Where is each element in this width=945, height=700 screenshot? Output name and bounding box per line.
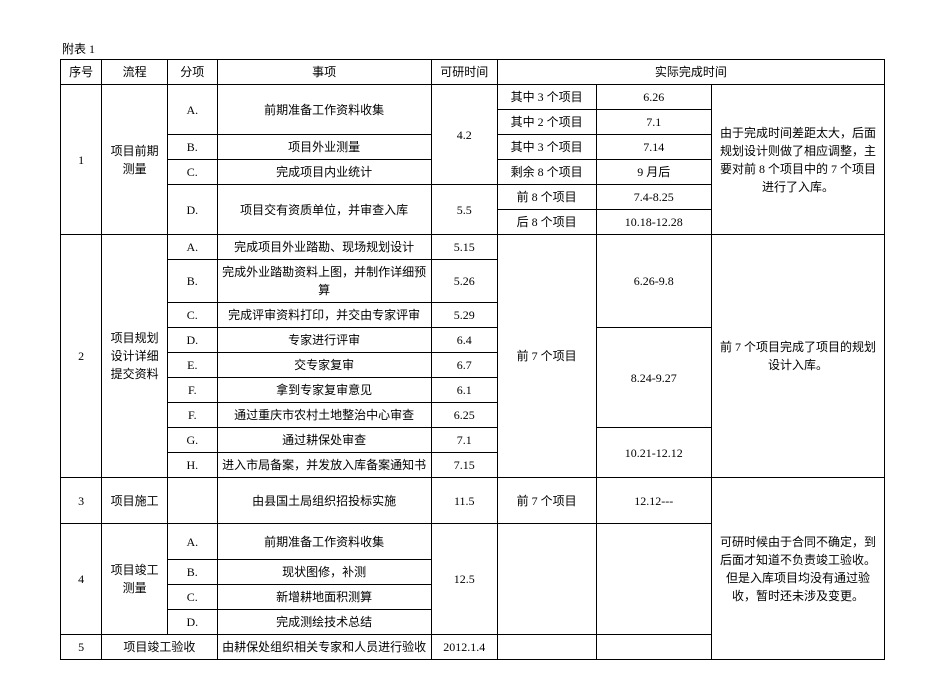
item-cell: 完成测绘技术总结 (217, 610, 431, 635)
plan-cell: 5.26 (431, 260, 497, 303)
group-cell: 前 7 个项目 (497, 235, 596, 478)
table-header-row: 序号 流程 分项 事项 可研时间 实际完成时间 (61, 60, 885, 85)
date-cell (596, 635, 711, 660)
process-cell: 项目施工 (102, 478, 168, 524)
th-actual: 实际完成时间 (497, 60, 884, 85)
item-cell: 前期准备工作资料收集 (217, 524, 431, 560)
note-cell: 前 7 个项目完成了项目的规划设计入库。 (711, 235, 884, 478)
sub-cell: D. (168, 610, 217, 635)
plan-cell: 7.15 (431, 453, 497, 478)
table-row: 2 项目规划设计详细提交资料 A. 完成项目外业踏勘、现场规划设计 5.15 前… (61, 235, 885, 260)
group-cell: 其中 2 个项目 (497, 110, 596, 135)
schedule-table: 序号 流程 分项 事项 可研时间 实际完成时间 1 项目前期测量 A. 前期准备… (60, 59, 885, 660)
group-cell: 后 8 个项目 (497, 210, 596, 235)
sub-cell: E. (168, 353, 217, 378)
sub-cell (168, 478, 217, 524)
item-cell: 完成评审资料打印，并交由专家评审 (217, 303, 431, 328)
plan-cell: 11.5 (431, 478, 497, 524)
plan-cell: 5.15 (431, 235, 497, 260)
date-cell (596, 524, 711, 635)
th-process: 流程 (102, 60, 168, 85)
date-cell: 7.1 (596, 110, 711, 135)
date-cell: 7.14 (596, 135, 711, 160)
sub-cell: A. (168, 524, 217, 560)
item-cell: 现状图修，补测 (217, 560, 431, 585)
group-cell: 前 7 个项目 (497, 478, 596, 524)
item-cell: 通过重庆市农村土地整治中心审查 (217, 403, 431, 428)
plan-cell: 12.5 (431, 524, 497, 635)
table-row: 3 项目施工 由县国土局组织招投标实施 11.5 前 7 个项目 12.12--… (61, 478, 885, 524)
seq-cell: 5 (61, 635, 102, 660)
plan-cell: 6.4 (431, 328, 497, 353)
date-cell: 6.26 (596, 85, 711, 110)
plan-cell: 2012.1.4 (431, 635, 497, 660)
seq-cell: 2 (61, 235, 102, 478)
process-cell: 项目前期测量 (102, 85, 168, 235)
date-cell: 12.12--- (596, 478, 711, 524)
item-cell: 拿到专家复审意见 (217, 378, 431, 403)
item-cell: 项目交有资质单位，并审查入库 (217, 185, 431, 235)
group-cell (497, 524, 596, 635)
seq-cell: 4 (61, 524, 102, 635)
plan-cell: 6.1 (431, 378, 497, 403)
plan-cell: 5.5 (431, 185, 497, 235)
sub-cell: B. (168, 260, 217, 303)
sub-cell: D. (168, 185, 217, 235)
sub-cell: C. (168, 585, 217, 610)
table-row: 1 项目前期测量 A. 前期准备工作资料收集 4.2 其中 3 个项目 6.26… (61, 85, 885, 110)
item-cell: 新增耕地面积测算 (217, 585, 431, 610)
plan-cell: 6.25 (431, 403, 497, 428)
sub-cell: A. (168, 85, 217, 135)
note-cell: 可研时候由于合同不确定，到后面才知道不负责竣工验收。但是入库项目均没有通过验收，… (711, 478, 884, 660)
seq-cell: 1 (61, 85, 102, 235)
process-cell: 项目规划设计详细提交资料 (102, 235, 168, 478)
date-cell: 10.18-12.28 (596, 210, 711, 235)
item-cell: 完成项目外业踏勘、现场规划设计 (217, 235, 431, 260)
item-cell: 完成项目内业统计 (217, 160, 431, 185)
note-cell: 由于完成时间差距太大，后面规划设计则做了相应调整，主要对前 8 个项目中的 7 … (711, 85, 884, 235)
plan-cell: 4.2 (431, 85, 497, 185)
date-cell: 10.21-12.12 (596, 428, 711, 478)
th-item: 事项 (217, 60, 431, 85)
group-cell (497, 635, 596, 660)
date-cell: 7.4-8.25 (596, 185, 711, 210)
th-sub: 分项 (168, 60, 217, 85)
plan-cell: 7.1 (431, 428, 497, 453)
group-cell: 其中 3 个项目 (497, 135, 596, 160)
date-cell: 8.24-9.27 (596, 328, 711, 428)
item-cell: 专家进行评审 (217, 328, 431, 353)
group-cell: 其中 3 个项目 (497, 85, 596, 110)
th-seq: 序号 (61, 60, 102, 85)
item-cell: 交专家复审 (217, 353, 431, 378)
sub-cell: C. (168, 303, 217, 328)
sub-cell: C. (168, 160, 217, 185)
sub-cell: F. (168, 403, 217, 428)
sub-cell: G. (168, 428, 217, 453)
seq-cell: 3 (61, 478, 102, 524)
sub-cell: D. (168, 328, 217, 353)
th-plan: 可研时间 (431, 60, 497, 85)
item-cell: 前期准备工作资料收集 (217, 85, 431, 135)
date-cell: 6.26-9.8 (596, 235, 711, 328)
item-cell: 项目外业测量 (217, 135, 431, 160)
sub-cell: B. (168, 135, 217, 160)
item-cell: 完成外业踏勘资料上图，并制作详细预算 (217, 260, 431, 303)
sub-cell: H. (168, 453, 217, 478)
table-caption: 附表 1 (60, 40, 885, 57)
item-cell: 由耕保处组织相关专家和人员进行验收 (217, 635, 431, 660)
item-cell: 由县国土局组织招投标实施 (217, 478, 431, 524)
item-cell: 进入市局备案，并发放入库备案通知书 (217, 453, 431, 478)
sub-cell: A. (168, 235, 217, 260)
sub-cell: B. (168, 560, 217, 585)
group-cell: 前 8 个项目 (497, 185, 596, 210)
plan-cell: 6.7 (431, 353, 497, 378)
group-cell: 剩余 8 个项目 (497, 160, 596, 185)
plan-cell: 5.29 (431, 303, 497, 328)
sub-cell: F. (168, 378, 217, 403)
process-cell: 项目竣工测量 (102, 524, 168, 635)
process-cell: 项目竣工验收 (102, 635, 217, 660)
item-cell: 通过耕保处审查 (217, 428, 431, 453)
date-cell: 9 月后 (596, 160, 711, 185)
